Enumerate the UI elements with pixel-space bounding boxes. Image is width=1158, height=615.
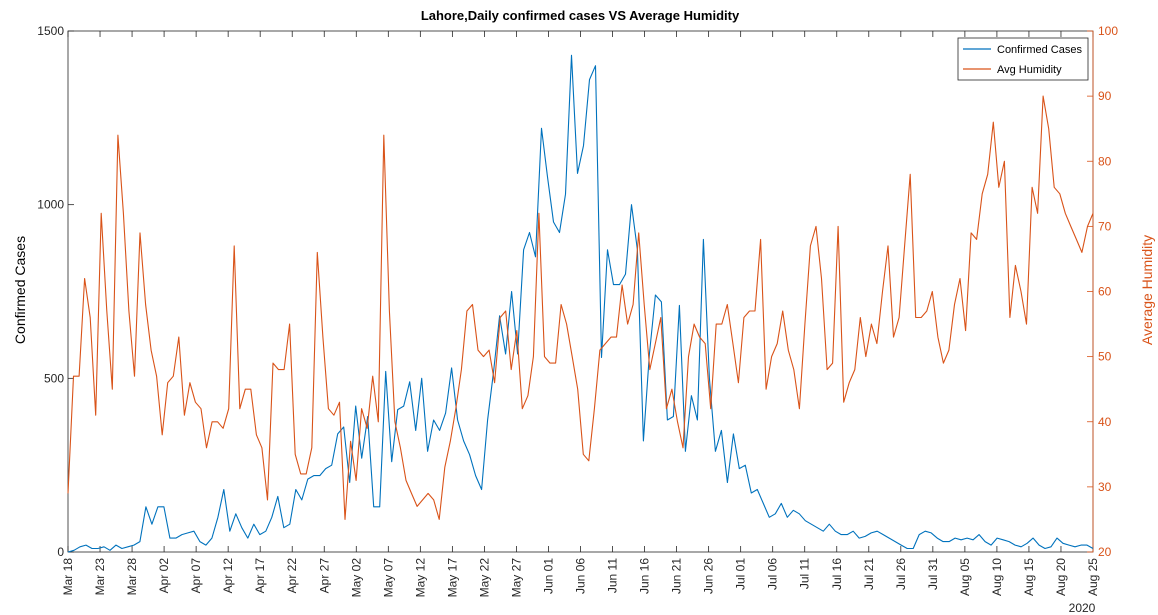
y-tick-label-right: 30 — [1098, 480, 1112, 494]
x-tick-label: Mar 28 — [125, 558, 139, 596]
x-tick-label: May 07 — [381, 558, 395, 598]
x-tick-label: Aug 20 — [1054, 558, 1068, 596]
x-tick-label: Aug 05 — [958, 558, 972, 596]
x-tick-label: May 22 — [477, 558, 491, 598]
x-tick-label: Apr 27 — [317, 558, 331, 594]
x-tick-label: Jun 06 — [574, 558, 588, 594]
y-tick-label-right: 60 — [1098, 285, 1112, 299]
x-tick-label: May 12 — [413, 558, 427, 598]
series-line-avg-humidity — [67, 95, 1094, 520]
x-tick-label: Jul 11 — [798, 558, 812, 589]
x-tick-label: Jul 31 — [926, 558, 940, 590]
chart-title: Lahore,Daily confirmed cases VS Average … — [421, 8, 740, 23]
y-tick-label-right: 20 — [1098, 545, 1112, 559]
x-tick-label: Jun 11 — [606, 558, 620, 593]
x-tick-label: Jun 16 — [638, 558, 652, 594]
legend-box — [957, 37, 1089, 81]
x-tick-label: Aug 10 — [990, 558, 1004, 596]
series-line-confirmed-cases — [67, 54, 1094, 553]
x-tick-label: Apr 12 — [221, 558, 235, 594]
x-tick-label: Aug 25 — [1086, 558, 1100, 596]
legend: Confirmed Cases Avg Humidity — [957, 37, 1089, 81]
y-tick-label-left: 500 — [44, 371, 64, 385]
x-tick-label: Jul 26 — [894, 558, 908, 590]
x-tick-label: Apr 22 — [285, 558, 299, 594]
x-tick-label: Jul 06 — [766, 558, 780, 590]
y-axis-title-left: Confirmed Cases — [12, 236, 28, 344]
y-tick-label-right: 90 — [1098, 89, 1112, 103]
x-tick-label: Apr 17 — [253, 558, 267, 594]
x-axis: Mar 18 Mar 23 Mar 28 Apr 02 Apr 07 Apr 12 Apr … — [61, 31, 1100, 597]
legend-label-confirmed-cases: Confirmed Cases — [997, 44, 1082, 56]
x-tick-label: Jun 26 — [702, 558, 716, 594]
x-tick-label: May 17 — [445, 558, 459, 598]
legend-label-avg-humidity: Avg Humidity — [997, 64, 1062, 76]
y-tick-label-right: 40 — [1098, 415, 1112, 429]
y-tick-label-right: 100 — [1098, 24, 1118, 38]
y-tick-label-left: 0 — [57, 545, 64, 559]
x-tick-label: Mar 23 — [93, 558, 107, 596]
x-tick-label: Jul 16 — [830, 558, 844, 590]
x-tick-label: Jul 01 — [734, 558, 748, 590]
x-tick-label: Apr 07 — [189, 558, 203, 594]
y-tick-label-left: 1500 — [37, 24, 64, 38]
y-tick-label-right: 80 — [1098, 154, 1112, 168]
series-layer — [67, 54, 1094, 553]
x-tick-label: Jun 21 — [670, 558, 684, 594]
y-tick-label-right: 50 — [1098, 350, 1112, 364]
x-tick-label: Apr 02 — [157, 558, 171, 594]
y-axis-right: 20 30 40 50 60 70 80 90 100 — [1087, 24, 1118, 559]
x-axis-year-label: 2020 — [1069, 601, 1096, 615]
x-tick-label: Jun 01 — [541, 558, 555, 594]
x-tick-label: Aug 15 — [1022, 558, 1036, 596]
y-tick-label-right: 70 — [1098, 219, 1112, 233]
x-tick-label: Mar 18 — [61, 558, 75, 596]
y-axis-title-right: Average Humidity — [1139, 235, 1155, 345]
x-tick-label: May 27 — [509, 558, 523, 598]
x-tick-label: Jul 21 — [862, 558, 876, 590]
y-tick-label-left: 1000 — [37, 198, 64, 212]
y-axis-left: 0 500 1000 1500 — [37, 24, 74, 559]
x-tick-label: May 02 — [349, 558, 363, 598]
